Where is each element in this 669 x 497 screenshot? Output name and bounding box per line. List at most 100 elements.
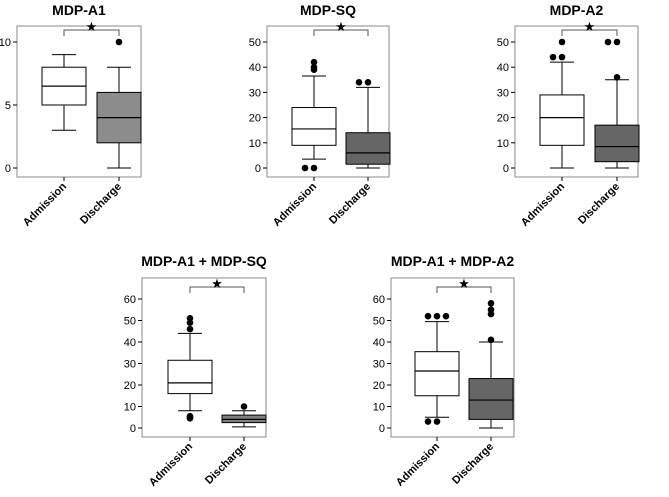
y-tick-label: 20 <box>373 380 385 392</box>
iqr-box <box>291 107 337 146</box>
outlier-point <box>558 38 566 46</box>
outlier-point <box>487 336 495 344</box>
x-tick-label: Discharge <box>327 181 373 227</box>
box-admission <box>167 315 213 422</box>
outlier-point <box>301 164 309 172</box>
iqr-box <box>345 132 391 165</box>
outlier-point <box>487 306 495 314</box>
y-tick-label: 20 <box>249 113 261 125</box>
box-discharge <box>221 403 267 428</box>
iqr-box <box>468 378 514 420</box>
y-tick-label: 40 <box>249 62 261 74</box>
y-tick-label: 30 <box>497 87 509 99</box>
y-tick-label: 20 <box>124 380 136 392</box>
y-tick-label: 50 <box>373 316 385 328</box>
chart-title: MDP-A2 <box>550 2 604 18</box>
x-tick-label: Admission <box>519 180 567 228</box>
outlier-point <box>604 38 612 46</box>
significance-bracket <box>63 29 120 36</box>
significance-bracket <box>313 29 369 36</box>
iqr-box <box>414 351 460 397</box>
y-tick-label: 30 <box>124 359 136 371</box>
significance-star: ★ <box>211 277 223 292</box>
x-tick-label: Admission <box>21 180 69 228</box>
y-tick-label: 30 <box>249 87 261 99</box>
outlier-point <box>424 312 432 320</box>
chart-panel-2: MDP-SQ 0 10 20 30 40 50 Admission Discharge ★ <box>249 2 391 229</box>
x-tick-label: Admission <box>271 180 319 228</box>
chart-title: MDP-A1 + MDP-SQ <box>141 253 267 269</box>
outlier-point <box>364 79 372 86</box>
outlier-point <box>186 325 194 333</box>
chart-panel-4: MDP-A1 + MDP-SQ 0 10 20 30 40 50 60 Admission Dis… <box>124 253 267 489</box>
outlier-point <box>355 79 363 86</box>
significance-bracket <box>561 29 618 36</box>
iqr-box <box>594 124 640 163</box>
box-admission <box>291 58 337 172</box>
x-tick-label: Admission <box>147 440 195 488</box>
box-admission <box>414 312 460 425</box>
outlier-point <box>310 63 318 71</box>
outlier-point <box>186 412 194 420</box>
plot-frame <box>514 25 639 178</box>
y-tick-label: 5 <box>5 100 11 112</box>
outlier-point <box>487 300 495 307</box>
outlier-point <box>310 58 318 66</box>
y-tick-label: 60 <box>373 294 385 306</box>
x-tick-label: Discharge <box>78 181 124 227</box>
y-tick-label: 20 <box>497 113 509 125</box>
y-tick-label: 0 <box>5 163 11 175</box>
y-tick-label: 0 <box>503 163 509 175</box>
x-tick-label: Discharge <box>450 441 496 487</box>
box-discharge <box>96 38 142 169</box>
y-tick-label: 10 <box>0 37 11 49</box>
y-tick-label: 60 <box>124 294 136 306</box>
outlier-point <box>442 312 450 320</box>
box-discharge <box>345 79 391 169</box>
chart-title: MDP-A1 + MDP-A2 <box>391 253 515 269</box>
outlier-point <box>613 73 621 81</box>
box-discharge <box>594 38 640 169</box>
plot-frame <box>266 25 390 178</box>
y-tick-label: 50 <box>497 37 509 49</box>
significance-bracket <box>189 286 245 293</box>
significance-star: ★ <box>458 277 470 292</box>
outlier-point <box>115 38 123 46</box>
chart-panel-1: MDP-A1 0 5 10 Admission Discharge ★ <box>0 2 142 229</box>
iqr-box <box>167 359 213 395</box>
y-tick-label: 0 <box>379 423 385 435</box>
y-tick-label: 40 <box>124 337 136 349</box>
outlier-point <box>433 312 441 320</box>
chart-title: MDP-SQ <box>300 2 356 18</box>
x-tick-label: Discharge <box>203 441 249 487</box>
significance-star: ★ <box>86 20 98 35</box>
plot-frame <box>390 277 515 438</box>
outlier-point <box>240 403 248 410</box>
y-tick-label: 0 <box>255 163 261 175</box>
chart-panel-5: MDP-A1 + MDP-A2 0 10 20 30 40 50 60 Admission Dis… <box>373 253 515 489</box>
outlier-point <box>424 418 432 425</box>
outlier-point <box>549 53 557 61</box>
y-tick-label: 50 <box>249 37 261 49</box>
y-tick-label: 10 <box>249 138 261 150</box>
x-tick-label: Discharge <box>576 181 622 227</box>
plot-frame <box>141 277 267 438</box>
y-tick-label: 50 <box>124 316 136 328</box>
box-discharge <box>468 300 514 429</box>
box-admission <box>41 54 87 131</box>
y-tick-label: 40 <box>497 62 509 74</box>
x-tick-label: Admission <box>394 440 442 488</box>
outlier-point <box>558 53 566 61</box>
significance-star: ★ <box>335 20 347 35</box>
y-tick-label: 40 <box>373 337 385 349</box>
significance-star: ★ <box>584 20 596 35</box>
outlier-point <box>310 164 318 172</box>
outlier-point <box>433 418 441 425</box>
y-tick-label: 10 <box>373 402 385 414</box>
significance-bracket <box>436 286 492 293</box>
y-tick-label: 10 <box>497 138 509 150</box>
iqr-box <box>539 94 585 146</box>
chart-title: MDP-A1 <box>52 2 106 18</box>
box-admission <box>539 38 585 169</box>
